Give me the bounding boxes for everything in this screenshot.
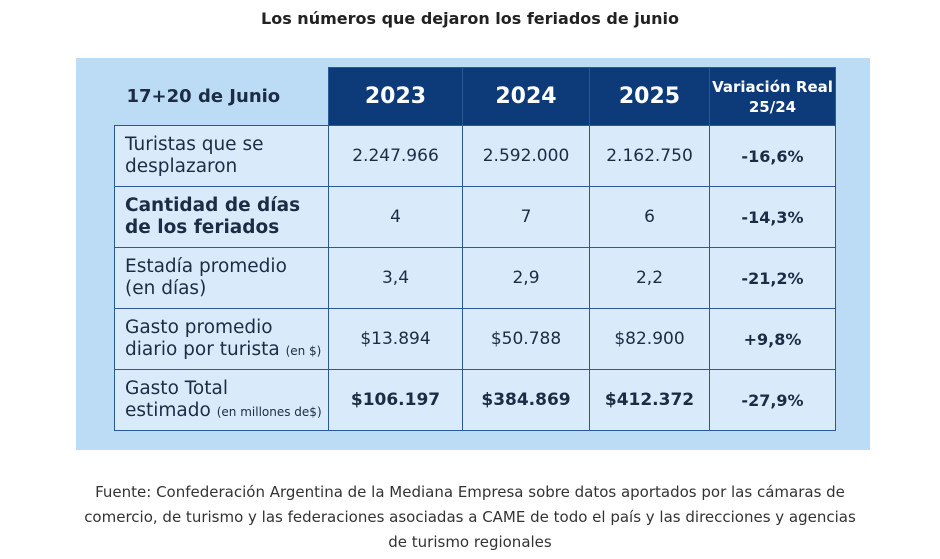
year-header-2025: 2025 — [589, 67, 710, 126]
row-label-line: Gasto promedio — [125, 316, 273, 338]
table-cell: 2,2 — [589, 247, 710, 309]
table-row: Turistas que se desplazaron 2.247.966 2.… — [114, 125, 836, 187]
year-header-2024: 2024 — [462, 67, 590, 126]
source-line: comercio, de turismo y las federaciones … — [84, 508, 856, 526]
table-row: Cantidad de días de los feriados 4 7 6 -… — [114, 186, 836, 248]
table-cell: 3,4 — [328, 247, 463, 309]
row-label-line: (en días) — [125, 278, 207, 299]
source-line: Fuente: Confederación Argentina de la Me… — [95, 483, 845, 501]
holiday-statistics-table: 17+20 de Junio 2023 2024 2025 Variación … — [114, 67, 836, 431]
row-label-total-spend: Gasto Total estimado (en millones de$) — [114, 369, 329, 431]
variation-header: Variación Real 25/24 — [709, 67, 836, 126]
table-cell: $384.869 — [462, 369, 590, 431]
corner-label: 17+20 de Junio — [114, 67, 329, 126]
variation-header-line-2: 25/24 — [748, 97, 797, 116]
variation-cell: +9,8% — [709, 308, 836, 370]
row-label-daily-spend: Gasto promedio diario por turista (en $) — [114, 308, 329, 370]
row-label-line: de los feriados — [125, 217, 280, 238]
table-row: Gasto promedio diario por turista (en $)… — [114, 308, 836, 370]
table-cell: 6 — [589, 186, 710, 248]
table-cell: 2.592.000 — [462, 125, 590, 187]
variation-cell: -16,6% — [709, 125, 836, 187]
variation-cell: -14,3% — [709, 186, 836, 248]
year-header-2023: 2023 — [328, 67, 463, 126]
table-cell: $50.788 — [462, 308, 590, 370]
row-label-holiday-days: Cantidad de días de los feriados — [114, 186, 329, 248]
row-label-line: estimado (en millones de$) — [125, 400, 328, 423]
table-cell: $106.197 — [328, 369, 463, 431]
row-label-line: Cantidad de días — [125, 195, 301, 216]
row-label-line: Turistas que se — [125, 134, 264, 155]
page-title: Los números que dejaron los feriados de … — [261, 9, 679, 28]
table-cell: 2,9 — [462, 247, 590, 309]
table-cell: 2.247.966 — [328, 125, 463, 187]
table-row: Gasto Total estimado (en millones de$) $… — [114, 369, 836, 431]
row-label-line: diario por turista (en $) — [125, 339, 328, 362]
table-cell: 4 — [328, 186, 463, 248]
row-label-average-stay: Estadía promedio (en días) — [114, 247, 329, 309]
row-label-line: desplazaron — [125, 156, 238, 177]
row-label-unit-note: (en $) — [285, 343, 322, 358]
table-cell: $82.900 — [589, 308, 710, 370]
row-label-line: Estadía promedio — [125, 256, 287, 277]
row-label-text: diario por turista — [125, 338, 280, 360]
table-cell: 2.162.750 — [589, 125, 710, 187]
row-label-line: Gasto Total — [125, 377, 228, 399]
variation-header-line-1: Variación Real — [712, 77, 833, 96]
source-caption: Fuente: Confederación Argentina de la Me… — [0, 480, 940, 555]
table-cell: 7 — [462, 186, 590, 248]
table-cell: $13.894 — [328, 308, 463, 370]
variation-cell: -27,9% — [709, 369, 836, 431]
source-line: de turismo regionales — [388, 533, 552, 551]
row-label-unit-note: (en millones de$) — [216, 404, 322, 419]
table-header-row: 17+20 de Junio 2023 2024 2025 Variación … — [114, 67, 836, 126]
variation-cell: -21,2% — [709, 247, 836, 309]
table-cell: $412.372 — [589, 369, 710, 431]
table-row: Estadía promedio (en días) 3,4 2,9 2,2 -… — [114, 247, 836, 309]
row-label-tourists: Turistas que se desplazaron — [114, 125, 329, 187]
row-label-text: estimado — [125, 399, 211, 421]
